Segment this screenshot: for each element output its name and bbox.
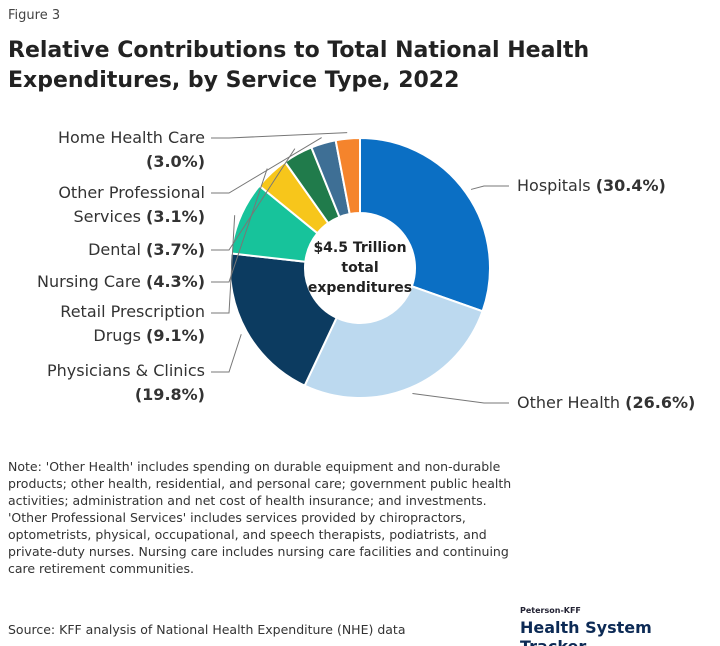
slice bbox=[359, 136, 491, 313]
center-label: $4.5 Trillion total expenditures bbox=[307, 240, 413, 296]
slice-label: Other Professional Services (3.1%) bbox=[30, 181, 205, 229]
leader-line bbox=[211, 334, 242, 373]
figure-label: Figure 3 bbox=[8, 8, 61, 23]
value-label: (9.1%) bbox=[146, 326, 205, 345]
category-name: Nursing Care bbox=[37, 272, 141, 291]
category-name: Physicians & Clinics bbox=[47, 361, 205, 380]
value-label: (4.3%) bbox=[146, 272, 205, 291]
chart-title: Relative Contributions to Total National… bbox=[8, 38, 590, 93]
leader-line bbox=[470, 185, 509, 190]
leader-line bbox=[412, 392, 509, 404]
slice-label: Physicians & Clinics (19.8%) bbox=[15, 359, 205, 407]
value-label: (30.4%) bbox=[595, 176, 666, 195]
slice bbox=[229, 252, 338, 387]
source: Source: KFF analysis of National Health … bbox=[8, 622, 406, 637]
slice-label: Retail Prescription Drugs (9.1%) bbox=[20, 300, 205, 348]
leader-line bbox=[211, 168, 268, 283]
leader-line bbox=[211, 148, 296, 251]
leader-line bbox=[211, 132, 348, 139]
slice-label: Other Health (26.6%) bbox=[517, 391, 717, 415]
category-name: Retail Prescription Drugs bbox=[60, 302, 205, 345]
slice-label: Nursing Care (4.3%) bbox=[5, 270, 205, 294]
value-label: (3.7%) bbox=[146, 240, 205, 259]
category-name: Dental bbox=[88, 240, 141, 259]
category-name: Home Health Care bbox=[57, 128, 205, 147]
leader-line bbox=[211, 137, 322, 194]
value-label: (3.1%) bbox=[146, 207, 205, 226]
slice-label: Dental (3.7%) bbox=[5, 238, 205, 262]
category-name: Other Professional Services bbox=[58, 183, 205, 226]
brand: Health System Tracker bbox=[520, 618, 652, 646]
slice-label: Hospitals (30.4%) bbox=[517, 174, 717, 198]
value-label: (26.6%) bbox=[625, 393, 696, 412]
slice-label: Home Health Care (3.0%) bbox=[30, 126, 205, 174]
slice bbox=[334, 136, 361, 216]
value-label: (3.0%) bbox=[146, 152, 205, 171]
brand-top: Peterson-KFF bbox=[520, 606, 581, 615]
value-label: (19.8%) bbox=[134, 385, 205, 404]
category-name: Hospitals bbox=[517, 176, 591, 195]
leader-line bbox=[211, 215, 236, 314]
category-name: Other Health bbox=[517, 393, 621, 412]
note: Note: 'Other Health' includes spending o… bbox=[8, 459, 512, 576]
slice bbox=[303, 285, 484, 399]
chart bbox=[211, 132, 509, 404]
